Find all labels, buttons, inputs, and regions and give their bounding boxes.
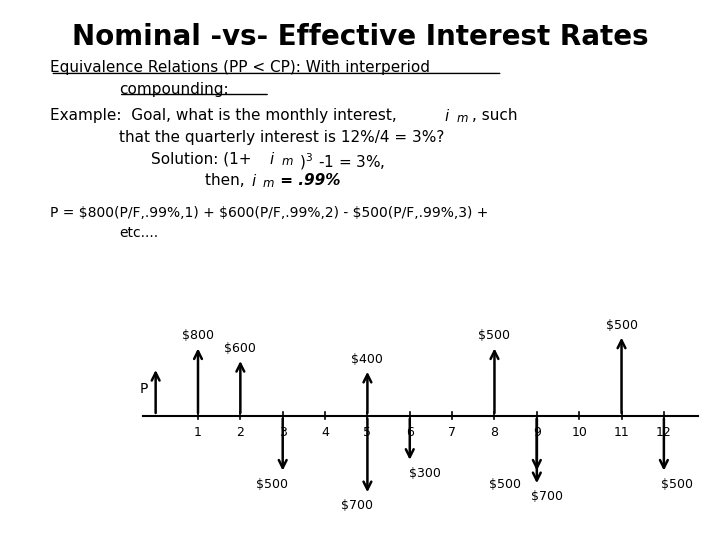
Text: $i$: $i$ <box>269 151 276 167</box>
Text: $300: $300 <box>409 467 441 480</box>
Text: $i$: $i$ <box>444 108 451 124</box>
Text: 12: 12 <box>656 426 672 439</box>
Text: 6: 6 <box>406 426 414 439</box>
Text: 2: 2 <box>236 426 244 439</box>
Text: 9: 9 <box>533 426 541 439</box>
Text: Example:  Goal, what is the monthly interest,: Example: Goal, what is the monthly inter… <box>50 108 402 123</box>
Text: 1: 1 <box>194 426 202 439</box>
Text: P: P <box>140 382 148 396</box>
Text: 4: 4 <box>321 426 329 439</box>
Text: $500: $500 <box>660 478 693 491</box>
Text: Nominal -vs- Effective Interest Rates: Nominal -vs- Effective Interest Rates <box>72 23 648 51</box>
Text: 8: 8 <box>490 426 498 439</box>
Text: 7: 7 <box>448 426 456 439</box>
Text: $400: $400 <box>351 353 383 366</box>
Text: $600: $600 <box>225 342 256 355</box>
Text: $500: $500 <box>256 478 288 491</box>
Text: Solution: (1+: Solution: (1+ <box>151 151 256 166</box>
Text: 3: 3 <box>279 426 287 439</box>
Text: , such: , such <box>472 108 517 123</box>
Text: $500: $500 <box>479 329 510 342</box>
Text: 11: 11 <box>613 426 629 439</box>
Text: $m$: $m$ <box>456 112 469 125</box>
Text: $800: $800 <box>182 329 214 342</box>
Text: etc....: etc.... <box>119 226 158 240</box>
Text: $m$: $m$ <box>262 177 275 190</box>
Text: 10: 10 <box>571 426 587 439</box>
Text: )$^3$ -1 = 3%,: )$^3$ -1 = 3%, <box>295 151 385 172</box>
Text: P = $800(P/F,.99%,1) + $600(P/F,.99%,2) - $500(P/F,.99%,3) +: P = $800(P/F,.99%,1) + $600(P/F,.99%,2) … <box>50 206 489 220</box>
Text: compounding:: compounding: <box>119 82 228 97</box>
Text: $700: $700 <box>341 500 373 512</box>
Text: $i$: $i$ <box>251 173 258 189</box>
Text: $500: $500 <box>606 319 637 332</box>
Text: that the quarterly interest is 12%/4 = 3%?: that the quarterly interest is 12%/4 = 3… <box>119 130 444 145</box>
Text: $m$: $m$ <box>281 155 294 168</box>
Text: = .99%: = .99% <box>275 173 341 188</box>
Text: $700: $700 <box>531 490 564 503</box>
Text: Equivalence Relations (PP < CP): With interperiod: Equivalence Relations (PP < CP): With in… <box>50 60 431 76</box>
Text: 5: 5 <box>364 426 372 439</box>
Text: $500: $500 <box>489 478 521 491</box>
Text: then,: then, <box>205 173 250 188</box>
